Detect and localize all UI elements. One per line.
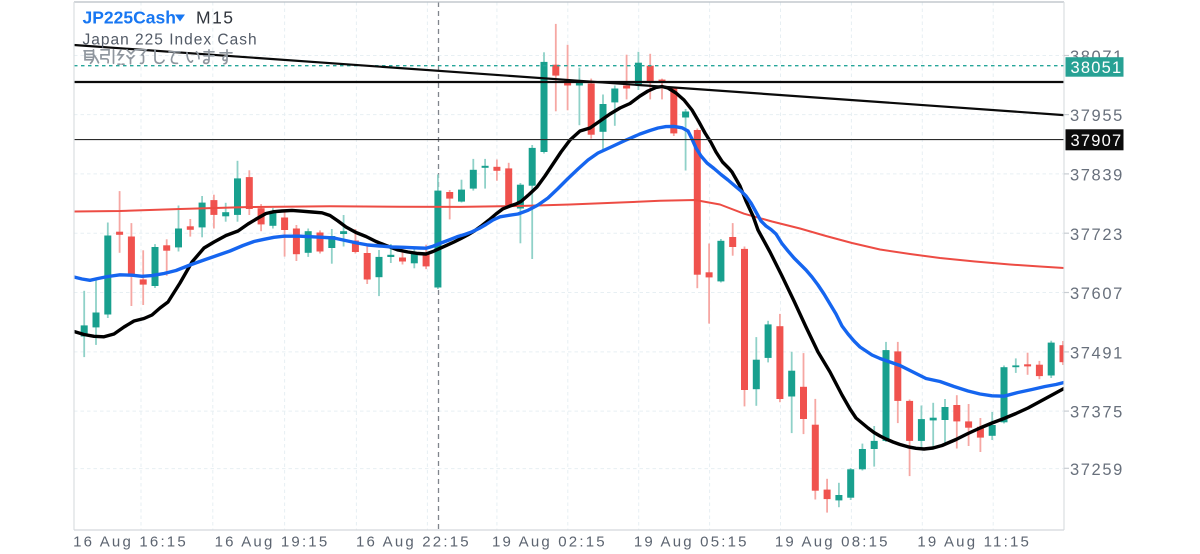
svg-text:M15: M15 bbox=[196, 8, 235, 28]
svg-text:16 Aug 16:15: 16 Aug 16:15 bbox=[73, 534, 188, 551]
svg-text:37375: 37375 bbox=[1070, 404, 1124, 422]
svg-text:19 Aug 11:15: 19 Aug 11:15 bbox=[917, 534, 1031, 551]
svg-text:37955: 37955 bbox=[1070, 107, 1124, 125]
svg-text:37839: 37839 bbox=[1070, 167, 1124, 185]
svg-text:JP225Cash: JP225Cash bbox=[83, 8, 176, 28]
svg-text:19 Aug 05:15: 19 Aug 05:15 bbox=[634, 534, 749, 551]
svg-text:37491: 37491 bbox=[1070, 345, 1124, 363]
svg-text:19 Aug 02:15: 19 Aug 02:15 bbox=[492, 534, 607, 551]
svg-text:19 Aug 08:15: 19 Aug 08:15 bbox=[775, 534, 890, 551]
svg-text:16 Aug 19:15: 16 Aug 19:15 bbox=[215, 534, 330, 551]
svg-text:37259: 37259 bbox=[1070, 461, 1124, 479]
svg-text:37723: 37723 bbox=[1070, 226, 1124, 244]
svg-text:37907: 37907 bbox=[1071, 132, 1123, 150]
svg-text:38051: 38051 bbox=[1071, 59, 1123, 77]
svg-text:37607: 37607 bbox=[1070, 285, 1124, 303]
svg-text:16 Aug 22:15: 16 Aug 22:15 bbox=[356, 534, 471, 551]
svg-text:Japan 225 Index Cash: Japan 225 Index Cash bbox=[83, 32, 258, 49]
